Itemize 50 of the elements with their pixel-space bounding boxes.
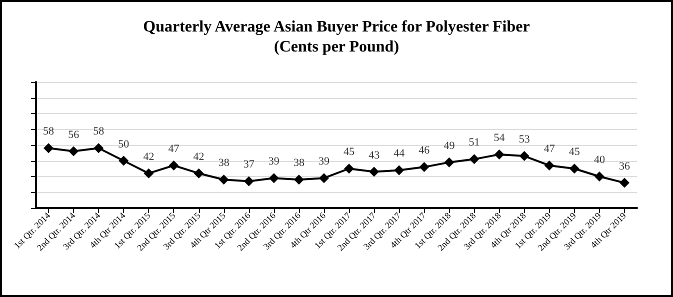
point — [268, 173, 279, 184]
point — [494, 149, 504, 160]
point — [68, 146, 79, 156]
data-label: 45 — [344, 146, 356, 158]
point — [369, 166, 380, 177]
point — [318, 173, 329, 184]
data-label: 47 — [168, 142, 180, 155]
data-label: 50 — [118, 138, 130, 150]
point — [194, 168, 204, 178]
data-label: 53 — [518, 134, 530, 146]
data-label: 38 — [218, 157, 230, 170]
data-label: 42 — [193, 150, 204, 163]
point — [594, 172, 604, 182]
data-label: 54 — [494, 132, 506, 144]
data-label: 45 — [568, 146, 580, 158]
data-label: 42 — [143, 150, 154, 163]
data-label: 40 — [594, 154, 606, 166]
point — [569, 164, 580, 174]
data-label: 56 — [68, 128, 80, 141]
point — [394, 165, 404, 176]
data-label: 37 — [243, 158, 255, 171]
point — [244, 176, 254, 186]
point — [619, 178, 630, 188]
point — [44, 143, 54, 154]
data-label: 39 — [318, 156, 330, 168]
point — [444, 157, 454, 168]
data-label: 38 — [293, 157, 305, 170]
data-label: 43 — [368, 149, 380, 162]
chart-subtitle: (Cents per Pound) — [274, 38, 400, 56]
data-label: 46 — [418, 144, 430, 157]
point — [94, 143, 104, 154]
data-label: 51 — [468, 136, 480, 149]
point — [544, 160, 554, 170]
data-label: 58 — [43, 126, 55, 138]
data-label: 47 — [544, 142, 556, 155]
data-label: 39 — [268, 156, 280, 168]
data-label: 36 — [618, 160, 630, 172]
point — [519, 151, 530, 162]
point — [344, 164, 354, 174]
chart-title: Quarterly Average Asian Buyer Price for Polyester Fiber — [143, 18, 530, 36]
data-label: 44 — [394, 148, 406, 160]
point — [218, 174, 229, 185]
point — [118, 156, 129, 166]
point — [294, 174, 304, 185]
data-label: 49 — [444, 140, 456, 152]
point — [168, 160, 179, 170]
point — [144, 168, 154, 178]
point — [419, 162, 430, 172]
point — [469, 154, 480, 164]
data-label: 58 — [93, 126, 105, 138]
